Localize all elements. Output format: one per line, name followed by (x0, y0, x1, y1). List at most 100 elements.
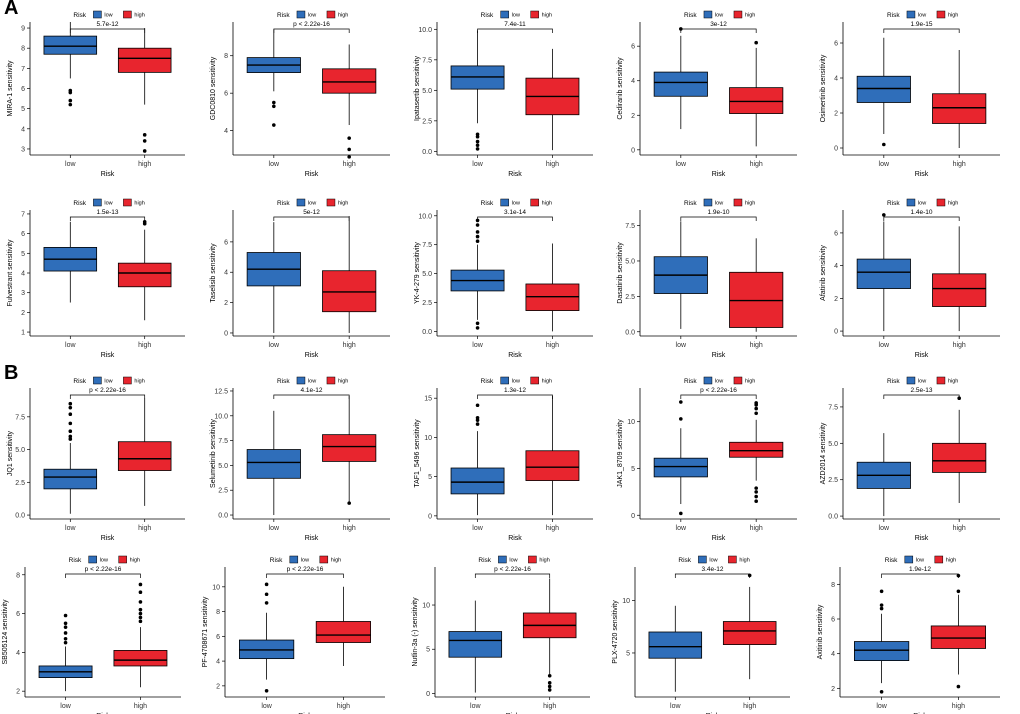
legend-key-low (93, 10, 102, 19)
outlier-point-low (63, 613, 68, 618)
legend-title: Risk (481, 12, 494, 19)
y-tick-label: 2 (224, 300, 228, 307)
legend-title: Risk (684, 378, 697, 385)
legend-key-high (326, 10, 336, 19)
y-tick-label: 4 (224, 128, 228, 135)
x-axis-label: Risk (712, 171, 726, 178)
y-tick-label: 3 (21, 146, 25, 153)
legend-title: Risk (887, 378, 900, 385)
legend-title: Risk (73, 200, 86, 207)
y-tick-label: 5 (428, 474, 432, 481)
x-tick-label-low: low (472, 525, 483, 532)
x-axis-label: Risk (508, 171, 522, 178)
x-tick-label-high: high (953, 161, 966, 168)
y-tick-label: 7.5 (422, 57, 432, 64)
outlier-point-high (347, 155, 351, 159)
y-tick-label: 12.5 (214, 388, 228, 395)
significance-bracket (674, 573, 751, 578)
legend-key-low (703, 10, 713, 19)
y-axis-label: Taselisib sensitivity (210, 243, 217, 303)
legend-label-high: high (134, 201, 144, 207)
legend-label-high: high (745, 13, 755, 19)
outlier-point-high (754, 494, 758, 499)
y-axis-label: JAK1_8709 sensitivity (617, 419, 624, 488)
box-low (854, 641, 910, 661)
legend-key-low (88, 555, 97, 564)
x-axis-label: Risk (101, 171, 115, 178)
outlier-point-low (679, 400, 683, 404)
legend-key-low (93, 376, 102, 385)
outlier-point-low (475, 143, 480, 148)
legend-label-high: high (739, 558, 749, 564)
y-tick-label: 5 (626, 650, 630, 657)
legend-key-high (326, 376, 336, 385)
outlier-point-low (879, 603, 884, 607)
legend-title: Risk (277, 12, 290, 19)
y-tick-label: 5.0 (15, 447, 25, 454)
y-tick-label: 2.5 (625, 294, 635, 301)
p-value-label: 4.1e-12 (300, 387, 322, 394)
legend-label-low: low (104, 379, 112, 385)
box-high (932, 442, 987, 473)
significance-bracket (273, 216, 350, 221)
box-high (117, 441, 172, 471)
panel-label-a: A (4, 0, 19, 19)
y-tick-label: 5.0 (828, 441, 838, 448)
legend-label-low: low (104, 201, 112, 207)
y-tick-label: 0.0 (422, 149, 432, 156)
chart-panel-15: Risk low high 0.0 2.5 5.0 7.5 AZD2014 sensitivi… (820, 376, 1000, 542)
outlier-point-low (879, 589, 884, 594)
p-value-label: 5.7e-12 (96, 21, 118, 28)
legend-key-high (530, 10, 539, 19)
y-tick-label: 8 (224, 53, 228, 60)
chart-panel-20: Risk low high 2 4 6 8 Axitinib sensitivity low hi… (817, 555, 1000, 714)
legend-label-low: low (509, 558, 517, 564)
legend-label-low: low (715, 379, 723, 385)
y-tick-label: 10 (627, 419, 635, 426)
significance-bracket (680, 394, 757, 399)
box-high (722, 621, 777, 645)
y-tick-label: 4 (831, 651, 835, 658)
y-tick-label: 5 (631, 466, 635, 473)
x-axis-label: Risk (508, 352, 522, 359)
significance-bracket (883, 28, 960, 33)
y-tick-label: 4 (224, 270, 228, 277)
x-tick-label-low: low (65, 342, 76, 349)
y-axis-label: Fulvestrant sensitivity (7, 239, 14, 306)
outlier-point-high (138, 582, 143, 587)
legend-key-high (936, 10, 946, 19)
x-tick-label-low: low (470, 703, 481, 710)
box-high (932, 273, 987, 307)
box-low (856, 258, 911, 289)
legend-key-low (703, 198, 713, 207)
y-tick-label: 0 (224, 330, 228, 337)
y-tick-label: 0 (834, 146, 838, 153)
legend-label-low: low (918, 201, 926, 207)
y-tick-label: 0.0 (15, 513, 25, 520)
legend-key-high (528, 555, 537, 564)
x-tick-label-high: high (750, 161, 763, 168)
box-low (648, 631, 703, 659)
y-tick-label: 7.5 (422, 242, 432, 249)
legend-key-high (118, 555, 127, 564)
x-tick-label-low: low (65, 161, 76, 168)
x-tick-label-high: high (343, 161, 356, 168)
box-high (117, 47, 172, 73)
legend-label-high: high (542, 201, 552, 207)
x-tick-label-high: high (138, 161, 151, 168)
p-value-label: p < 2.22e-16 (287, 566, 324, 573)
y-tick-label: 4 (216, 659, 220, 666)
y-axis-label: Nutlin-3a (-) sensitivity (412, 597, 419, 667)
legend-title: Risk (73, 378, 86, 385)
box-low (450, 467, 505, 495)
y-tick-label: 8 (216, 609, 220, 616)
chart-panel-11: Risk low high 0.0 2.5 5.0 7.5 JQ1 sensitivity lo… (7, 376, 185, 542)
legend-label-low: low (918, 379, 926, 385)
outlier-point-high (547, 673, 552, 678)
legend-label-low: low (308, 13, 316, 19)
outlier-point-low (475, 230, 480, 234)
y-tick-label: 4 (21, 126, 25, 133)
legend-key-low (498, 555, 507, 564)
y-tick-label: 2 (834, 111, 838, 118)
